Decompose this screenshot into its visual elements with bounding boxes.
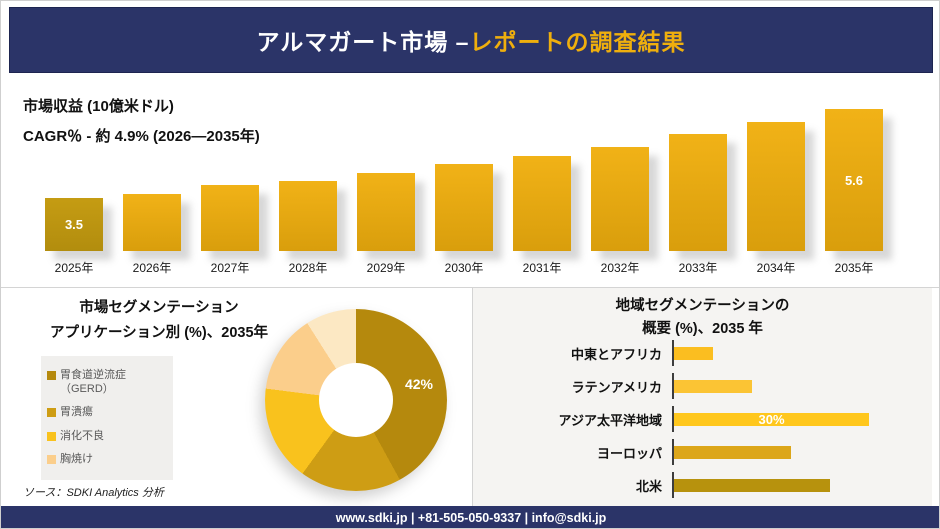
revenue-year-label: 2029年 — [366, 261, 406, 275]
donut-hole — [319, 363, 393, 437]
legend-label: 胃潰瘍 — [60, 406, 93, 419]
revenue-bar-column: 2033年 — [669, 73, 727, 275]
page-title-suffix: レポートの調査結果 — [469, 29, 686, 55]
revenue-bar-column: 2029年 — [357, 73, 415, 275]
legend-swatch — [47, 455, 56, 465]
application-segmentation-panel: 市場セグメンテーション アプリケーション別 (%)、2035年 胃食道逆流症（G… — [9, 288, 471, 506]
regional-chart-title-line1: 地域セグメンテーションの — [615, 298, 790, 314]
regional-chart-title: 地域セグメンテーションの 概要 (%)、2035 年 — [473, 295, 932, 341]
revenue-bar-value-label: 3.5 — [64, 217, 84, 232]
report-header: アルマガート市場 –レポートの調査結果 — [9, 7, 933, 73]
revenue-bar-chart: 3.5 2025年 2026年 2027年 2028年 2029年 2030年 2031年 20… — [45, 73, 883, 275]
revenue-year-label: 2035年 — [834, 261, 874, 275]
revenue-bar-column: 3.5 2025年 — [45, 73, 103, 275]
donut-slice-label: 42% — [404, 375, 433, 392]
legend-swatch — [47, 431, 56, 441]
legend-label: 胸焼け — [60, 453, 93, 466]
revenue-bar-value-label: 5.6 — [844, 172, 864, 188]
revenue-year-label: 2032年 — [600, 261, 640, 275]
revenue-year-label: 2025年 — [54, 261, 94, 275]
revenue-bar-column: 2031年 — [513, 73, 571, 275]
page-title-prefix: アルマガート市場 – — [256, 29, 470, 55]
region-label: ヨーロッパ — [596, 445, 662, 461]
revenue-bar — [123, 194, 181, 251]
region-row: 北米 — [473, 472, 932, 498]
region-bar: 30% — [674, 412, 869, 427]
application-chart-title-line2: アプリケーション別 (%)、2035年 — [49, 324, 269, 341]
revenue-bar-column: 2028年 — [279, 73, 337, 275]
legend-item: 消化不良 — [47, 430, 167, 444]
region-label: 中東とアフリカ — [570, 346, 662, 362]
legend-swatch — [47, 408, 56, 418]
region-axis-cell — [672, 439, 932, 465]
section-divider — [1, 287, 939, 288]
region-row: 中東とアフリカ — [473, 340, 932, 366]
revenue-year-label: 2026年 — [132, 261, 172, 275]
region-axis-cell — [672, 373, 932, 399]
revenue-bar-column: 2026年 — [123, 73, 181, 275]
legend-item: 胃食道逆流症（GERD） — [47, 369, 167, 397]
application-donut-wrap: 42% — [265, 309, 447, 491]
region-axis-cell — [672, 472, 932, 498]
revenue-bar-column: 2032年 — [591, 73, 649, 275]
revenue-bar — [279, 181, 337, 251]
legend-item: 胸焼け — [47, 453, 167, 467]
revenue-year-label: 2031年 — [522, 261, 562, 275]
revenue-bar-column: 5.6 2035年 — [825, 73, 883, 275]
revenue-bar — [669, 134, 727, 251]
region-bar — [674, 445, 791, 459]
application-chart-title: 市場セグメンテーション アプリケーション別 (%)、2035年 — [9, 296, 309, 345]
legend-label: 胃食道逆流症（GERD） — [60, 368, 126, 395]
revenue-bar — [357, 173, 415, 251]
region-label: アジア太平洋地域 — [558, 412, 662, 428]
page-title: アルマガート市場 –レポートの調査結果 — [257, 23, 686, 57]
region-bar — [674, 346, 713, 360]
revenue-bar — [201, 185, 259, 251]
region-row: アジア太平洋地域 30% — [473, 406, 932, 432]
revenue-year-label: 2030年 — [444, 261, 484, 275]
revenue-year-label: 2034年 — [756, 261, 796, 275]
revenue-metric-label: 市場収益 (10億米ドル) — [23, 98, 174, 115]
source-note: ソース：SDKI Analytics 分析 — [23, 487, 164, 499]
region-label: ラテンアメリカ — [571, 379, 662, 395]
revenue-bar — [591, 147, 649, 251]
revenue-bar-column: 2034年 — [747, 73, 805, 275]
footer-contact-text: www.sdki.jp | +81-505-050-9337 | info@sd… — [335, 511, 607, 525]
application-donut-chart: 42% — [265, 309, 447, 491]
application-legend: 胃食道逆流症（GERD） 胃潰瘍消化不良胸焼け — [41, 356, 173, 480]
revenue-year-label: 2033年 — [678, 261, 718, 275]
region-row: ヨーロッパ — [473, 439, 932, 465]
revenue-bar-column: 2027年 — [201, 73, 259, 275]
revenue-cagr-label: CAGR％ - 約 4.9% (2026―2035年) — [23, 128, 260, 145]
region-axis-cell — [672, 340, 932, 366]
revenue-bar — [435, 164, 493, 251]
region-axis-cell: 30% — [672, 406, 932, 432]
revenue-bar: 5.6 — [825, 109, 883, 251]
legend-item: 胃潰瘍 — [47, 406, 167, 420]
revenue-bar — [513, 156, 571, 251]
report-footer: www.sdki.jp | +81-505-050-9337 | info@sd… — [1, 506, 939, 528]
revenue-bar: 3.5 — [45, 198, 103, 251]
regional-segmentation-panel: 地域セグメンテーションの 概要 (%)、2035 年 中東とアフリカ ラテンアメリ… — [472, 288, 932, 506]
region-row: ラテンアメリカ — [473, 373, 932, 399]
application-chart-title-line1: 市場セグメンテーション — [79, 300, 239, 316]
legend-label: 消化不良 — [60, 429, 104, 442]
revenue-year-label: 2028年 — [288, 261, 328, 275]
revenue-chart-section: 市場収益 (10億米ドル) CAGR％ - 約 4.9% (2026―2035年… — [9, 73, 933, 288]
region-label: 北米 — [635, 478, 662, 494]
region-bar — [674, 379, 752, 393]
region-bar — [674, 478, 830, 492]
regional-bar-chart: 中東とアフリカ ラテンアメリカアジア太平洋地域 30% ヨーロッパ北米 — [473, 340, 932, 498]
regional-chart-title-line2: 概要 (%)、2035 年 — [642, 321, 763, 338]
revenue-year-label: 2027年 — [210, 261, 250, 275]
revenue-bar — [747, 122, 805, 251]
legend-swatch — [47, 370, 56, 380]
revenue-bar-column: 2030年 — [435, 73, 493, 275]
